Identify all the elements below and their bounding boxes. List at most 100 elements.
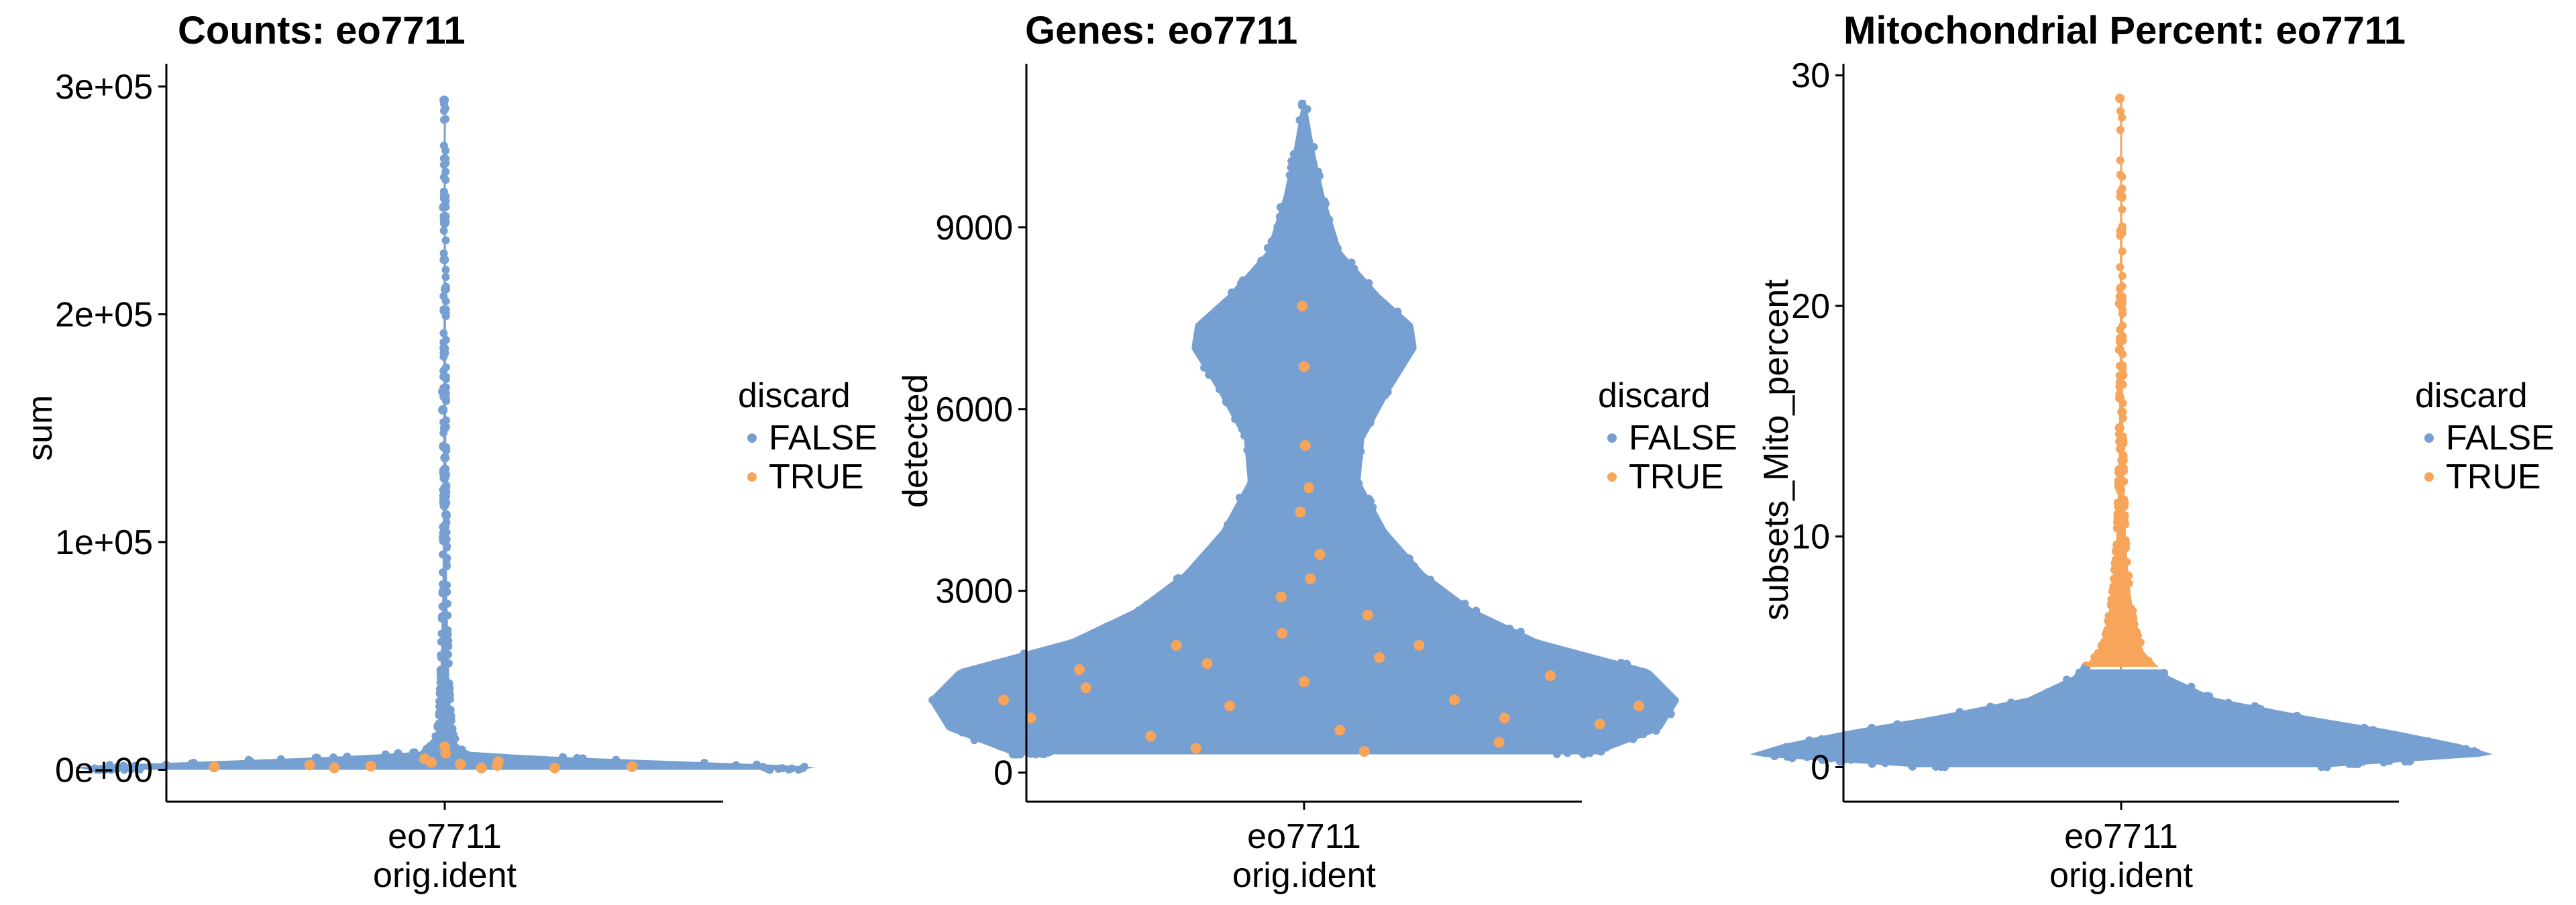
jitter-point (244, 755, 253, 764)
jitter-point (1489, 630, 1498, 639)
legend: discard FALSE TRUE (2415, 376, 2555, 496)
jitter-point (1161, 593, 1170, 602)
jitter-point (439, 292, 448, 301)
legend-item-true: TRUE (2415, 458, 2555, 496)
jitter-point (1426, 575, 1434, 584)
jitter-point (1578, 749, 1587, 758)
jitter-point (409, 748, 418, 757)
jitter-point (2116, 107, 2125, 115)
jitter-point (1197, 334, 1205, 343)
jitter-point (970, 736, 979, 745)
jitter-point (1228, 288, 1236, 297)
discard-point (1201, 658, 1213, 670)
legend-label: FALSE (769, 419, 877, 458)
jitter-point (437, 629, 446, 638)
y-tick-label: 2e+05 (55, 295, 153, 334)
outlier-point (2114, 423, 2125, 433)
jitter-point (444, 659, 453, 668)
jitter-point (1629, 721, 1638, 730)
discard-point (627, 761, 638, 772)
jitter-point (1504, 628, 1513, 637)
jitter-point (1325, 215, 1334, 224)
jitter-point (1196, 349, 1205, 358)
jitter-point (2104, 617, 2112, 625)
jitter-point (2379, 733, 2388, 742)
jitter-point (2187, 682, 2196, 691)
jitter-point (1215, 306, 1224, 315)
jitter-point (1410, 562, 1419, 571)
jitter-point (1817, 735, 1826, 743)
jitter-point (448, 725, 457, 733)
discard-point (549, 762, 561, 774)
jitter-point (1200, 363, 1209, 372)
jitter-point (1334, 244, 1342, 253)
jitter-point (1803, 753, 1811, 761)
jitter-point (2136, 638, 2145, 647)
legend-dot-icon (1607, 472, 1617, 482)
jitter-point (1238, 425, 1246, 433)
jitter-point (2110, 566, 2118, 574)
jitter-point (1051, 644, 1060, 653)
y-tick-label: 0 (994, 754, 1013, 793)
jitter-point (1350, 264, 1358, 273)
outlier-point (439, 441, 449, 451)
jitter-point (1102, 623, 1110, 631)
jitter-point (989, 660, 998, 669)
jitter-point (1238, 415, 1247, 423)
discard-point (1374, 652, 1385, 663)
jitter-point (2116, 170, 2125, 179)
discard-point (1594, 718, 1605, 730)
jitter-point (437, 653, 445, 662)
outlier-point (2114, 299, 2125, 309)
jitter-point (1881, 759, 1890, 767)
jitter-point (449, 731, 458, 739)
jitter-point (953, 672, 962, 681)
jitter-point (136, 765, 144, 774)
jitter-point (956, 725, 965, 733)
outlier-point (2117, 494, 2127, 504)
outlier-point (440, 521, 450, 531)
discard-point (1275, 591, 1287, 602)
discard-point (440, 747, 451, 759)
jitter-point (1874, 728, 1882, 737)
jitter-point (2113, 513, 2122, 521)
jitter-point (1173, 574, 1181, 583)
jitter-point (1309, 143, 1318, 152)
legend-item-true: TRUE (1598, 458, 1737, 496)
jitter-point (1208, 544, 1216, 553)
jitter-point (2118, 272, 2127, 280)
outlier-point (440, 284, 450, 295)
jitter-point (1320, 197, 1329, 206)
jitter-point (1247, 484, 1256, 493)
jitter-point (1289, 150, 1298, 158)
discard-point (1633, 700, 1644, 712)
discard-point (419, 753, 430, 765)
jitter-point (343, 752, 352, 761)
jitter-point (2293, 711, 2302, 720)
y-tick-label: 6000 (935, 390, 1013, 429)
jitter-point (313, 753, 321, 762)
outlier-point (439, 348, 449, 358)
jitter-point (441, 236, 450, 245)
jitter-point (2350, 759, 2359, 768)
discard-point (998, 694, 1009, 706)
jitter-point (435, 711, 443, 720)
jitter-point (1604, 737, 1613, 746)
outlier-point (439, 500, 449, 511)
jitter-point (1799, 742, 1807, 751)
chart-title: Mitochondrial Percent: eo7711 (1843, 9, 2406, 52)
legend-dot-icon (1607, 433, 1617, 443)
jitter-point (1285, 171, 1294, 180)
y-tick-label: 10 (1791, 518, 1830, 557)
jitter-point (1187, 576, 1196, 585)
jitter-point (1366, 419, 1375, 427)
jitter-point (1368, 513, 1377, 521)
jitter-point (969, 719, 978, 728)
jitter-point (441, 266, 450, 274)
discard-point (1544, 670, 1556, 682)
legend: discard FALSE TRUE (1598, 376, 1737, 496)
jitter-point (439, 142, 448, 150)
discard-point (1305, 573, 1316, 584)
discard-point (1413, 639, 1425, 651)
